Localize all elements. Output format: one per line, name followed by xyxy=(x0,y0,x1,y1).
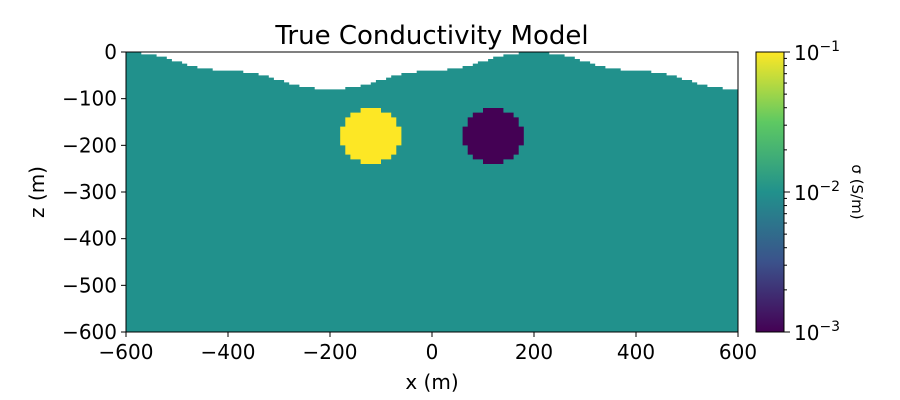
anomaly-resistor xyxy=(462,108,524,164)
x-tick-label: 400 xyxy=(617,340,655,364)
y-axis: 0 −100 −200 −300 −400 −500 −600 xyxy=(62,40,126,344)
y-tick-label: −100 xyxy=(62,87,117,111)
earth-region xyxy=(126,52,738,332)
y-axis-label: z (m) xyxy=(25,166,49,218)
colorbar-gradient xyxy=(756,52,784,332)
colorbar-label: σ (S/m) xyxy=(848,164,866,219)
x-axis-label: x (m) xyxy=(405,370,458,394)
x-tick-label: 600 xyxy=(719,340,757,364)
x-tick-label: 200 xyxy=(515,340,553,364)
colorbar-tick-label: 10−3 xyxy=(794,319,840,345)
y-tick-label: −600 xyxy=(62,320,117,344)
y-tick-label: −500 xyxy=(62,273,117,297)
x-axis: −600 −400 −200 0 200 400 600 xyxy=(99,332,757,364)
plot-area xyxy=(125,51,739,333)
colorbar-ticks: 10−1 10−2 10−3 xyxy=(784,39,840,345)
y-tick-label: 0 xyxy=(104,40,117,64)
x-tick-label: 0 xyxy=(426,340,439,364)
x-tick-label: −600 xyxy=(99,340,154,364)
colorbar-tick-label: 10−1 xyxy=(794,39,840,65)
x-tick-label: −400 xyxy=(201,340,256,364)
y-tick-label: −300 xyxy=(62,180,117,204)
y-tick-label: −200 xyxy=(62,133,117,157)
x-tick-label: −200 xyxy=(303,340,358,364)
anomaly-conductor xyxy=(340,108,402,164)
anomaly-layer xyxy=(340,108,524,164)
chart-title: True Conductivity Model xyxy=(274,21,588,51)
colorbar-tick-label: 10−2 xyxy=(794,179,840,205)
y-tick-label: −400 xyxy=(62,227,117,251)
colorbar: 10−1 10−2 10−3 σ (S/m) xyxy=(755,39,866,345)
